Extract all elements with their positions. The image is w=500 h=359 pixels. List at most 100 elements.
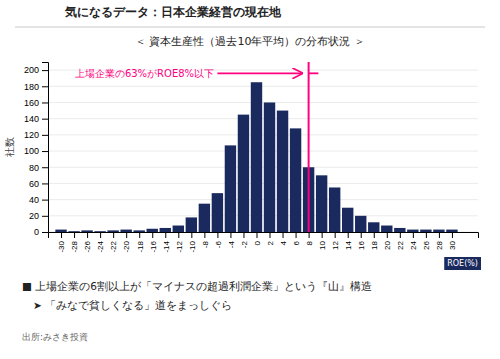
x-tick: -22: [109, 232, 118, 253]
x-tick: 24: [409, 232, 418, 250]
y-tick: 100: [24, 146, 48, 156]
y-tick-label: 200: [24, 65, 39, 75]
grid-line: [48, 102, 478, 103]
x-tick-mark: [87, 232, 88, 238]
x-tick: 14: [344, 232, 353, 250]
note: ➤ 「みなで貧しくなる」道をまっしぐら: [22, 299, 232, 311]
bar: [120, 230, 131, 232]
bar: [381, 226, 392, 232]
bar: [225, 145, 236, 232]
y-tick-label: 20: [29, 211, 39, 221]
annotation-tick: [309, 72, 319, 74]
x-tick-label: 20: [383, 240, 392, 249]
x-tick: -26: [83, 232, 92, 253]
bar: [264, 102, 275, 232]
y-axis-title: 社数: [4, 137, 15, 157]
x-tick: 22: [396, 232, 405, 250]
bar: [238, 115, 249, 232]
x-tick-mark: [243, 232, 244, 238]
x-tick: 30: [448, 232, 457, 250]
x-tick-mark: [335, 232, 336, 238]
x-tick-label: -30: [57, 240, 66, 252]
x-tick-mark: [322, 232, 323, 238]
y-tick: 20: [29, 211, 48, 221]
x-tick-mark: [283, 232, 284, 238]
y-tick: 80: [29, 163, 48, 173]
bar: [277, 111, 288, 232]
x-tick: -18: [136, 232, 145, 253]
chart-root: 気になるデータ：日本企業経営の現在地＜ 資本生産性（過去10年平均）の分布状況 …: [0, 0, 500, 359]
y-tick: 60: [29, 179, 48, 189]
x-tick-label: 6: [292, 240, 301, 245]
x-tick-mark: [439, 232, 440, 238]
y-tick: 200: [24, 65, 48, 75]
y-tick-mark: [42, 216, 48, 217]
x-tick-label: 18: [370, 240, 379, 249]
source: 出所:みさき投資: [22, 332, 88, 342]
x-tick-mark: [204, 232, 205, 238]
bar: [290, 128, 301, 232]
x-tick: -12: [175, 232, 184, 253]
x-tick-mark: [74, 232, 75, 238]
x-tick-mark: [152, 232, 153, 238]
y-tick-mark: [42, 167, 48, 168]
x-tick-mark: [139, 232, 140, 238]
bar: [147, 229, 158, 232]
bar: [107, 230, 118, 232]
x-tick-mark: [426, 232, 427, 238]
y-tick: 40: [29, 195, 48, 205]
y-tick: 0: [34, 227, 48, 237]
y-tick-mark: [42, 102, 48, 103]
x-tick-label: -26: [83, 240, 92, 252]
x-axis: -30-28-26-24-22-20-18-16-14-12-10-8-6-4-…: [49, 232, 479, 253]
x-tick-label: -6: [214, 240, 223, 248]
x-tick-label: 26: [422, 240, 431, 249]
bar: [355, 216, 366, 232]
title-rule: [15, 27, 485, 28]
x-tick-label: -12: [175, 240, 184, 252]
grid-line: [48, 199, 478, 200]
y-tick-mark: [42, 232, 48, 233]
x-tick-mark: [374, 232, 375, 238]
bar: [407, 230, 418, 232]
y-tick-label: 100: [24, 146, 39, 156]
bar: [173, 226, 184, 232]
y-tick-mark: [42, 70, 48, 71]
y-tick-mark: [42, 135, 48, 136]
x-tick: -10: [188, 232, 197, 253]
x-tick-mark: [100, 232, 101, 238]
x-tick-mark: [270, 232, 271, 238]
x-tick: 12: [331, 232, 340, 250]
x-tick: -6: [214, 232, 223, 248]
x-tick-label: -14: [162, 240, 171, 252]
y-tick-label: 160: [24, 98, 39, 108]
x-tick: -8: [201, 232, 210, 248]
annotation-arrow: [217, 72, 302, 74]
grid-line: [48, 86, 478, 87]
x-tick-label: 30: [448, 240, 457, 249]
y-tick: 180: [24, 82, 48, 92]
grid: [48, 70, 478, 232]
bar: [160, 228, 171, 232]
y-tick-mark: [42, 86, 48, 87]
reference-line: [308, 62, 310, 232]
note: ■ 上場企業の6割以上が「マイナスの超過利潤企業」という『山』構造: [22, 280, 372, 293]
x-axis-title-background: [444, 257, 481, 270]
annotation: 上場企業の63%がROE8%以下: [75, 68, 214, 79]
x-tick-label: 4: [279, 240, 288, 245]
bar: [420, 230, 431, 232]
bar: [186, 217, 197, 232]
x-tick: 0: [253, 232, 262, 245]
bar: [68, 231, 79, 232]
x-tick-mark: [191, 232, 192, 238]
y-tick: 140: [24, 114, 48, 124]
bar: [433, 230, 444, 232]
bars: [55, 62, 457, 232]
x-tick-label: -2: [240, 240, 249, 248]
x-tick-label: 28: [435, 240, 444, 249]
x-tick: -24: [96, 232, 105, 253]
x-tick-mark: [61, 232, 62, 238]
x-tick-label: 16: [357, 240, 366, 249]
y-tick-label: 60: [29, 179, 39, 189]
x-tick: -30: [57, 232, 66, 253]
